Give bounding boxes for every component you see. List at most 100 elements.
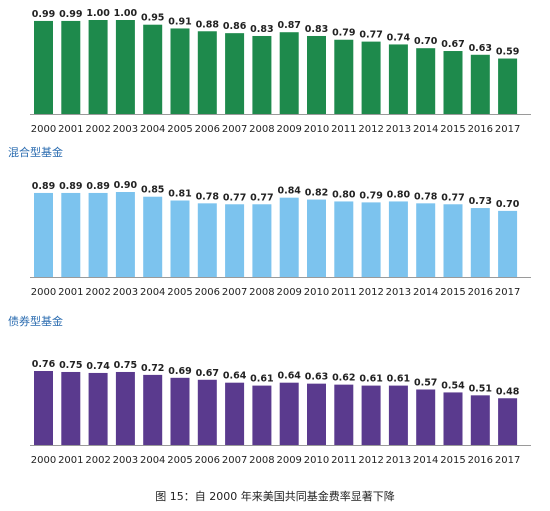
x-tick-label-2005: 2005 [167, 124, 192, 135]
value-label-2011: 0.79 [332, 28, 355, 39]
value-label-2012: 0.61 [359, 374, 382, 385]
bar-2015 [443, 51, 463, 114]
x-tick-label-2005: 2005 [167, 287, 192, 298]
bar-2006 [197, 203, 217, 277]
x-tick-label-2000: 2000 [31, 455, 56, 466]
x-tick-label-2010: 2010 [304, 124, 329, 135]
x-tick-label-2014: 2014 [413, 455, 438, 466]
bar-2005 [170, 200, 190, 277]
value-label-2010: 0.83 [305, 24, 328, 35]
x-tick-label-2016: 2016 [468, 455, 493, 466]
bar-2015 [443, 392, 463, 445]
value-label-2012: 0.79 [359, 190, 382, 201]
bar-2001 [61, 192, 81, 277]
bar-2013 [388, 44, 408, 114]
value-label-2002: 0.74 [86, 361, 110, 372]
value-label-2017: 0.48 [496, 386, 520, 397]
figure-caption: 图 15：自 2000 年来美国共同基金费率显著下降 [155, 490, 395, 503]
x-tick-label-2006: 2006 [195, 455, 220, 466]
x-tick-label-2007: 2007 [222, 124, 247, 135]
bar-2004 [143, 196, 163, 277]
x-tick-label-2003: 2003 [113, 287, 138, 298]
value-label-2003: 1.00 [114, 8, 138, 19]
bar-2010 [307, 383, 326, 445]
bar-2012 [361, 41, 381, 115]
bar-2009 [279, 382, 299, 445]
bar-2011 [334, 39, 354, 114]
value-label-2014: 0.78 [414, 191, 438, 202]
bar-2009 [279, 32, 299, 114]
value-label-2015: 0.67 [441, 39, 464, 50]
bar-chart-panel-3: 0.76 2000 0.75 2001 0.74 2002 0.75 2003 0.72 2004… [30, 359, 531, 466]
value-label-2003: 0.90 [114, 180, 138, 191]
x-tick-label-2012: 2012 [358, 455, 383, 466]
bar-2001 [61, 20, 81, 114]
x-tick-label-2015: 2015 [440, 455, 465, 466]
bar-2000 [34, 20, 53, 114]
value-label-2002: 1.00 [86, 8, 110, 19]
value-label-2014: 0.57 [414, 378, 437, 389]
x-tick-label-2010: 2010 [304, 455, 329, 466]
value-label-2009: 0.87 [277, 20, 300, 31]
bar-2008 [252, 35, 272, 115]
bar-2002 [88, 372, 108, 445]
value-label-2006: 0.67 [196, 368, 219, 379]
value-label-2005: 0.91 [168, 16, 191, 27]
bar-2010 [307, 35, 326, 115]
value-label-2008: 0.77 [250, 192, 273, 203]
bar-2012 [361, 202, 381, 277]
x-tick-label-2003: 2003 [113, 455, 138, 466]
bar-2006 [197, 31, 217, 115]
bar-2005 [170, 28, 190, 114]
bar-2017 [498, 210, 518, 277]
bar-2003 [115, 371, 135, 445]
bar-2017 [498, 58, 518, 114]
bar-2002 [88, 192, 108, 277]
bar-2011 [334, 384, 354, 445]
x-tick-label-2007: 2007 [222, 455, 247, 466]
value-label-2008: 0.61 [250, 374, 273, 385]
value-label-2000: 0.89 [32, 181, 55, 192]
value-label-2004: 0.72 [141, 363, 164, 374]
bar-2000 [34, 192, 53, 277]
bar-2009 [279, 197, 299, 277]
x-tick-label-2007: 2007 [222, 287, 247, 298]
bar-2016 [470, 208, 490, 277]
value-label-2013: 0.61 [387, 374, 410, 385]
value-label-2013: 0.80 [387, 189, 411, 200]
bar-2000 [34, 371, 53, 445]
value-label-2015: 0.54 [441, 380, 465, 391]
value-label-2006: 0.78 [196, 191, 220, 202]
x-tick-label-2006: 2006 [195, 287, 220, 298]
value-label-2009: 0.84 [277, 186, 301, 197]
value-label-2010: 0.63 [305, 372, 328, 383]
bar-2003 [115, 192, 135, 277]
x-tick-label-2009: 2009 [276, 124, 301, 135]
value-label-2003: 0.75 [114, 360, 137, 371]
bar-2002 [88, 20, 108, 114]
value-label-2001: 0.75 [59, 360, 82, 371]
x-tick-label-2014: 2014 [413, 124, 438, 135]
value-label-2008: 0.83 [250, 24, 273, 35]
bar-2013 [388, 201, 408, 277]
value-label-2001: 0.99 [59, 9, 82, 20]
x-tick-label-2006: 2006 [195, 124, 220, 135]
x-tick-label-2004: 2004 [140, 124, 165, 135]
x-tick-label-2009: 2009 [276, 287, 301, 298]
x-tick-label-2016: 2016 [468, 124, 493, 135]
bar-2017 [498, 398, 518, 445]
panel-title-hybrid: 混合型基金 [8, 146, 63, 159]
bar-2001 [61, 371, 81, 445]
x-tick-label-2002: 2002 [85, 455, 110, 466]
value-label-2012: 0.77 [359, 30, 382, 41]
x-tick-label-2010: 2010 [304, 287, 329, 298]
x-tick-label-2012: 2012 [358, 287, 383, 298]
bar-2014 [416, 48, 436, 115]
value-label-2007: 0.86 [223, 21, 247, 32]
value-label-2007: 0.64 [223, 371, 247, 382]
x-tick-label-2012: 2012 [358, 124, 383, 135]
value-label-2011: 0.80 [332, 189, 356, 200]
bar-2012 [361, 385, 381, 445]
value-label-2000: 0.99 [32, 9, 55, 20]
bar-2016 [470, 395, 490, 445]
